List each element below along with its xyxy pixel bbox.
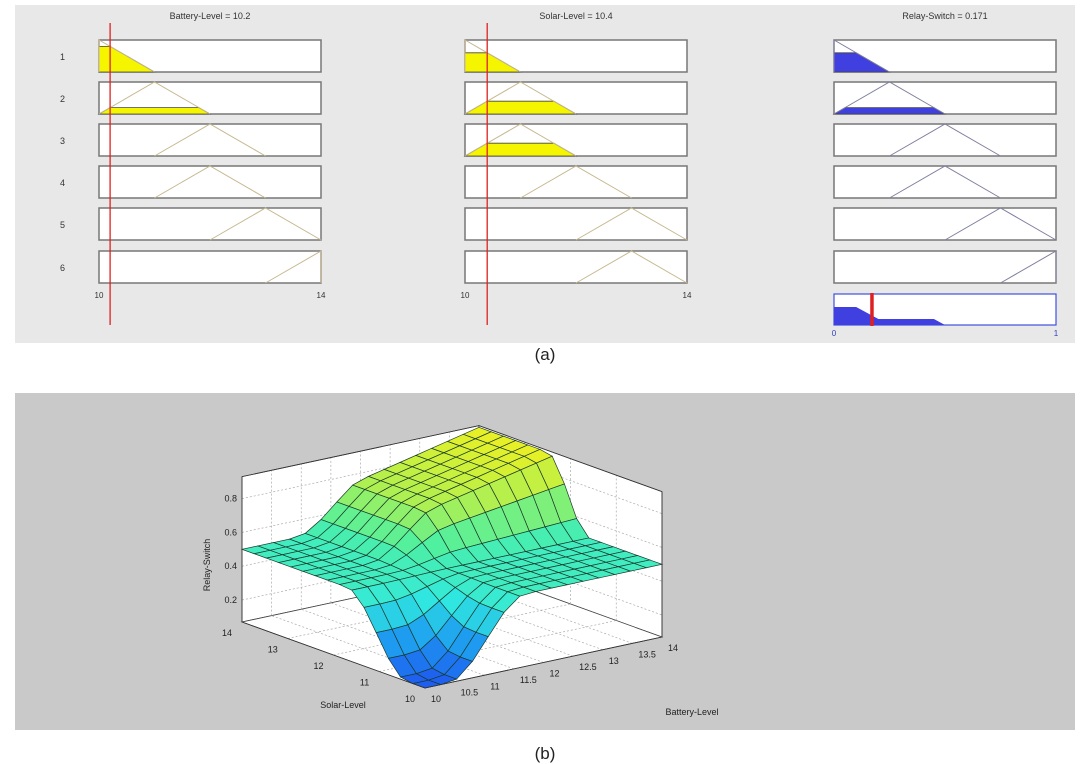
relay-membership-function [833, 81, 946, 115]
y-tick-label: 10 [405, 694, 415, 704]
z-tick-label: 0.8 [224, 494, 237, 504]
relay-firing-area [832, 107, 947, 115]
battery-title: Battery-Level = 10.2 [170, 11, 251, 21]
rule-number: 4 [60, 178, 65, 188]
rule-number: 5 [60, 220, 65, 230]
y-tick-label: 12 [313, 661, 323, 671]
battery-membership-function [209, 207, 322, 241]
solar-membership-function [464, 123, 577, 157]
relay-range-min: 0 [832, 329, 837, 338]
battery-membership-function [154, 123, 266, 157]
z-gridline [241, 447, 480, 499]
solar-range-max: 14 [683, 291, 692, 300]
y-tick-label: 11 [360, 678, 369, 688]
battery-rule-box [98, 207, 322, 241]
relay-membership-function [833, 39, 890, 73]
axis-box-edge [424, 636, 663, 689]
x-tick-label: 12.5 [579, 662, 597, 672]
relay-membership-function [889, 165, 1001, 199]
y-tick-label: 13 [268, 645, 278, 655]
x-tick-label: 11.5 [520, 675, 537, 685]
x-tick-label: 13.5 [638, 649, 656, 659]
solar-membership-function [575, 207, 688, 241]
solar-membership-function [464, 39, 521, 73]
solar-title: Solar-Level = 10.4 [539, 11, 612, 21]
axis-box-edge [478, 425, 663, 493]
axis-box-edge [241, 425, 480, 478]
battery-range-max: 14 [317, 291, 326, 300]
solar-membership-function [575, 250, 688, 284]
relay-rule-box [833, 123, 1057, 157]
relay-rule-box [833, 207, 1057, 241]
rule-number: 6 [60, 263, 65, 273]
z-tick-label: 0.2 [224, 595, 237, 605]
battery-firing-area [97, 107, 212, 115]
z-tick-label: 0.6 [224, 527, 237, 537]
solar-membership-function [520, 165, 632, 199]
solar-range-min: 10 [461, 291, 470, 300]
solar-membership-function [464, 81, 577, 115]
battery-rule-box [98, 165, 322, 199]
battery-range-min: 10 [95, 291, 104, 300]
rule-viewer-panel: 1 2 3 4 5 6 Battery-Level = 10.2 10 14 Solar-Leve… [15, 5, 1075, 343]
relay-range-max: 1 [1054, 329, 1059, 338]
relay-rule-box [833, 250, 1057, 284]
battery-membership-function [98, 39, 155, 73]
z-tick-label: 0.4 [224, 561, 237, 571]
relay-rule-box [833, 165, 1057, 199]
x-tick-label: 12 [550, 669, 560, 679]
relay-membership-function [889, 123, 1001, 157]
x-tick-label: 13 [609, 656, 619, 666]
caption-a: (a) [534, 345, 556, 364]
y-tick-label: 14 [222, 628, 232, 638]
solar-rule-box [464, 207, 688, 241]
solar-rule-box [464, 165, 688, 199]
caption-b: (b) [534, 744, 556, 763]
relay-title: Relay-Switch = 0.171 [902, 11, 987, 21]
x-tick-label: 10 [431, 694, 441, 704]
relay-aggregate-area [834, 307, 945, 325]
battery-rule-box [98, 250, 322, 284]
battery-rule-box [98, 123, 322, 157]
relay-membership-function [1000, 250, 1057, 284]
y-axis-label: Solar-Level [320, 700, 366, 710]
surface-panel: 0.2 0.4 0.6 0.8 10 10.5 11 11.5 12 12.5 13 13.5 14 10… [15, 393, 1075, 730]
battery-membership-function [154, 165, 266, 199]
rule-number: 3 [60, 136, 65, 146]
solar-rule-box [464, 250, 688, 284]
relay-membership-function [944, 207, 1057, 241]
rule-number: 1 [60, 52, 65, 62]
rule-number: 2 [60, 94, 65, 104]
z-axis-label: Relay-Switch [202, 539, 212, 592]
x-tick-label: 14 [668, 643, 678, 653]
battery-membership-function [265, 250, 322, 284]
axis-box-edge [241, 621, 426, 689]
x-axis-label: Battery-Level [665, 707, 718, 717]
x-tick-label: 10.5 [461, 688, 479, 698]
battery-membership-function [98, 81, 211, 115]
x-tick-label: 11 [490, 681, 499, 691]
surface-plot: 0.2 0.4 0.6 0.8 10 10.5 11 11.5 12 12.5 13 13.5 14 10… [202, 425, 719, 717]
